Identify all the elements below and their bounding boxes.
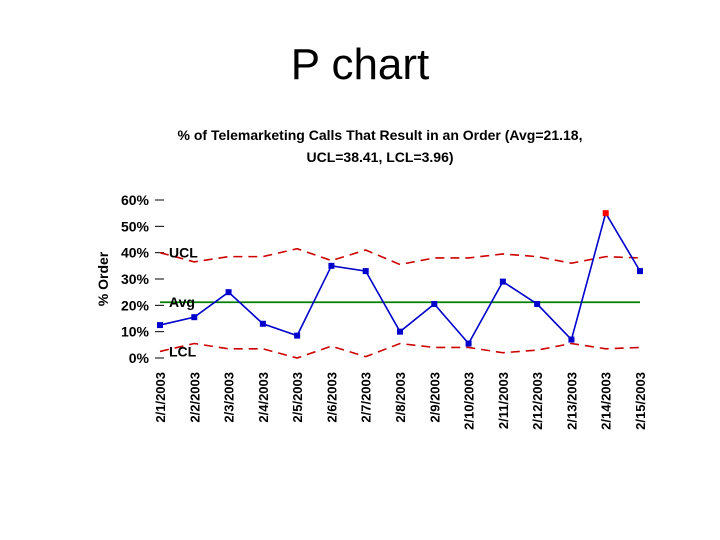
data-point xyxy=(225,289,232,296)
x-tick-label: 2/3/2003 xyxy=(222,372,237,423)
data-point xyxy=(259,320,266,327)
x-tick-label: 2/7/2003 xyxy=(359,372,374,423)
data-point xyxy=(602,210,609,217)
y-tick-label: 0% xyxy=(129,350,150,366)
data-point xyxy=(397,328,403,335)
x-tick-label: 2/10/2003 xyxy=(462,372,477,430)
data-point xyxy=(534,301,541,308)
x-tick-label: 2/14/2003 xyxy=(599,372,614,430)
data-point xyxy=(431,301,438,308)
control-line-label: LCL xyxy=(169,343,197,359)
chart-title-line-2: UCL=38.41, LCL=3.96) xyxy=(306,149,454,165)
x-tick-label: 2/4/2003 xyxy=(256,372,271,423)
x-tick-label: 2/8/2003 xyxy=(393,372,408,423)
x-tick-label: 2/12/2003 xyxy=(530,372,545,430)
y-tick-label: 50% xyxy=(121,218,150,234)
y-tick-label: 60% xyxy=(121,192,150,208)
slide-title: P chart xyxy=(290,40,430,89)
data-point xyxy=(362,268,369,275)
x-tick-label: 2/5/2003 xyxy=(290,372,305,423)
x-tick-label: 2/2/2003 xyxy=(187,372,202,423)
control-line-label: Avg xyxy=(169,294,195,310)
chart-title-line-1: % of Telemarketing Calls That Result in … xyxy=(177,127,583,143)
x-tick-label: 2/11/2003 xyxy=(496,372,511,429)
chart-title: % of Telemarketing Calls That Result in … xyxy=(130,124,630,168)
x-tick-label: 2/9/2003 xyxy=(427,372,442,423)
y-axis-label: % Order xyxy=(95,251,111,306)
data-point xyxy=(637,268,643,275)
data-point xyxy=(499,278,506,285)
x-tick-label: 2/1/2003 xyxy=(153,372,168,423)
data-point xyxy=(157,322,163,329)
data-point xyxy=(328,262,335,269)
y-tick-label: 30% xyxy=(121,271,150,287)
control-line-label: UCL xyxy=(169,245,198,261)
y-tick-label: 10% xyxy=(121,324,150,340)
x-tick-label: 2/15/2003 xyxy=(633,372,648,430)
y-tick-label: 40% xyxy=(121,245,150,261)
data-point xyxy=(294,332,301,339)
lcl-line xyxy=(159,342,641,359)
data-point xyxy=(568,336,575,343)
x-tick-label: 2/13/2003 xyxy=(564,372,579,430)
data-point xyxy=(465,340,472,347)
x-tick-label: 2/6/2003 xyxy=(324,372,339,423)
data-point xyxy=(191,314,198,321)
y-tick-label: 20% xyxy=(121,297,150,313)
data-line xyxy=(159,211,641,345)
ucl-line xyxy=(159,247,641,266)
